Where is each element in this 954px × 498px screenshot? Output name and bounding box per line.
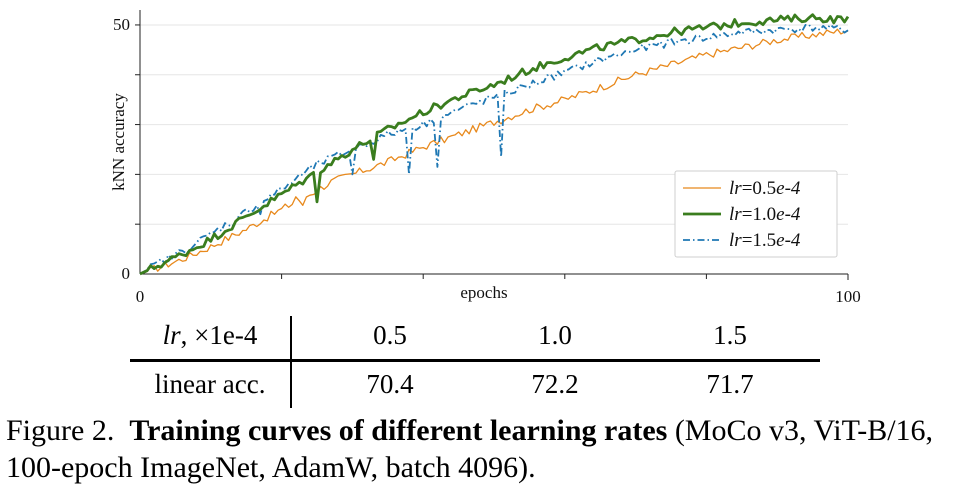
legend-var: lr <box>729 204 742 225</box>
ticks-layer: 0 50 0 100 <box>113 15 861 306</box>
caption-bold: Training curves of different learning ra… <box>129 414 668 447</box>
legend-val: =1.5 <box>742 230 776 251</box>
legend-exp: e-4 <box>776 230 801 251</box>
axes-layer <box>135 10 849 280</box>
x-tick-label: 100 <box>835 287 861 306</box>
series-line-lr-1-0e-4 <box>139 13 850 276</box>
table-header-value: 1.0 <box>538 320 572 350</box>
learning-rate-table: lr, ×1e-4 0.5 1.0 1.5 linear acc. 70.4 7… <box>130 316 820 408</box>
table-header-label: lr, ×1e-4 <box>130 319 290 351</box>
table-divider <box>290 316 292 408</box>
legend-var: lr <box>729 230 742 251</box>
caption-prefix: Figure 2. <box>6 414 130 447</box>
series-line-lr-1-5e-4 <box>139 23 849 275</box>
table-header-value: 0.5 <box>373 320 407 350</box>
legend-entry: lr=1.0e-4 <box>729 204 801 225</box>
legend-val: =1.0 <box>742 204 776 225</box>
table-cell: 71.7 <box>706 369 754 399</box>
series-layer <box>139 13 850 276</box>
legend-entry: lr=0.5e-4 <box>729 178 801 199</box>
legend-exp: e-4 <box>776 178 801 199</box>
chart-legend: lr=0.5e-4lr=1.0e-4lr=1.5e-4 <box>674 170 838 258</box>
y-axis-label: kNN accuracy <box>109 93 128 191</box>
legend-val: =0.5 <box>742 178 776 199</box>
table-header-value: 1.5 <box>713 320 747 350</box>
caption-rest: (MoCo v3, ViT-B/16, 100-epoch ImageNet, … <box>6 414 934 484</box>
x-axis-label: epochs <box>460 283 507 302</box>
table-rule <box>130 359 820 362</box>
y-tick-label: 0 <box>122 264 131 283</box>
table-row-label: linear acc. <box>154 369 266 399</box>
x-tick-label: 0 <box>136 287 145 306</box>
table-header-label-rest: , ×1e-4 <box>180 320 258 350</box>
table-header-label-var: lr <box>162 320 181 350</box>
legend-box <box>674 170 838 258</box>
table-cell: 72.2 <box>531 369 579 399</box>
legend-exp: e-4 <box>776 204 801 225</box>
legend-var: lr <box>729 178 742 199</box>
y-tick-label: 50 <box>113 15 130 34</box>
series-line-lr-0-5e-4 <box>139 28 849 275</box>
legend-entry: lr=1.5e-4 <box>729 230 801 251</box>
figure-caption: Figure 2. Training curves of different l… <box>6 412 950 486</box>
table-cell: 70.4 <box>366 369 414 399</box>
